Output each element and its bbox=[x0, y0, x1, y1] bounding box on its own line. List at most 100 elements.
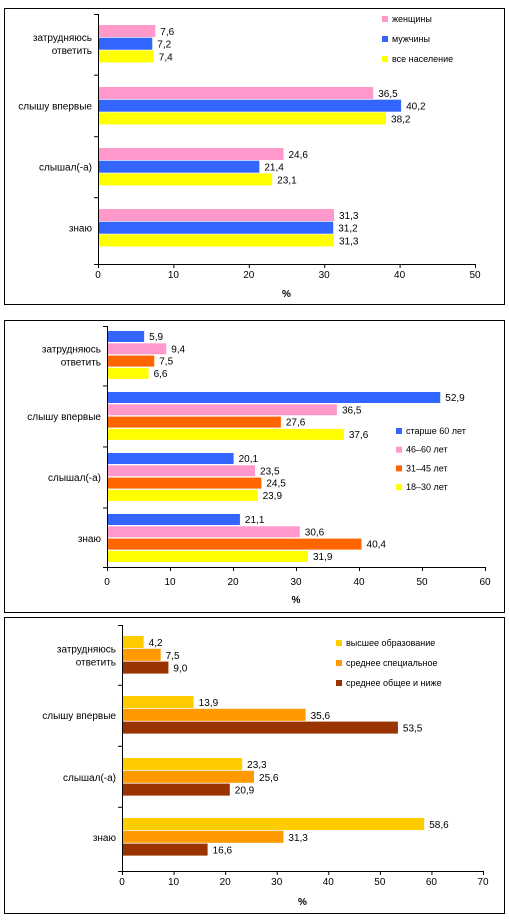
bar-1-1 bbox=[122, 636, 144, 648]
bar-3-1 bbox=[107, 355, 155, 367]
legend-label-1: старше 60 лет bbox=[406, 426, 466, 436]
category-label: слышу впервые bbox=[27, 412, 101, 423]
data-label: 31,3 bbox=[339, 236, 359, 247]
legend-swatch-1 bbox=[396, 428, 402, 434]
data-label: 9,4 bbox=[171, 344, 185, 355]
data-label: 27,6 bbox=[286, 418, 306, 429]
data-label: 31,3 bbox=[288, 833, 308, 844]
bar-2-2 bbox=[98, 99, 402, 112]
data-label: 16,6 bbox=[213, 846, 233, 857]
bar-2-3 bbox=[122, 770, 255, 783]
data-label: 36,5 bbox=[342, 405, 362, 416]
data-label: 20,9 bbox=[235, 786, 255, 797]
data-label: 31,2 bbox=[338, 224, 358, 235]
x-axis-title: % bbox=[282, 289, 291, 300]
data-label: 24,6 bbox=[288, 150, 308, 161]
bar-3-1 bbox=[122, 661, 169, 674]
bar-1-2 bbox=[98, 87, 374, 99]
bar-1-1 bbox=[107, 331, 145, 342]
data-label: 52,9 bbox=[445, 393, 465, 404]
x-tick-label: 20 bbox=[220, 877, 232, 888]
x-axis-title: % bbox=[292, 595, 301, 606]
bar-2-1 bbox=[122, 648, 161, 661]
data-label: 20,1 bbox=[239, 454, 259, 465]
x-tick-label: 40 bbox=[394, 270, 406, 281]
bar-1-1 bbox=[98, 25, 156, 37]
bar-3-3 bbox=[107, 477, 262, 489]
data-label: 24,5 bbox=[266, 479, 286, 490]
x-tick-label: 60 bbox=[479, 577, 491, 588]
bar-3-2 bbox=[122, 721, 398, 734]
bar-3-4 bbox=[122, 843, 208, 856]
category-label: затрудняюсь bbox=[57, 644, 116, 655]
x-tick-label: 0 bbox=[95, 270, 101, 281]
x-tick-label: 60 bbox=[426, 877, 438, 888]
legend: женщины мужчины все население bbox=[382, 14, 453, 64]
x-tick-label: 20 bbox=[227, 577, 239, 588]
bar-3-3 bbox=[122, 783, 230, 796]
bar-3-3 bbox=[98, 173, 273, 186]
legend-swatch-3 bbox=[382, 56, 388, 62]
chart-3: 4,27,5 9,0 затрудняюсь ответить 13,9 35,6 53,5… bbox=[4, 617, 505, 914]
category-label: слышал(-а) bbox=[63, 773, 116, 784]
category-label: ответить bbox=[61, 357, 101, 368]
bar-2-3 bbox=[98, 160, 260, 173]
bar-3-2 bbox=[98, 112, 387, 125]
legend-label-1: высшее образование bbox=[346, 638, 435, 648]
bar-2-1 bbox=[98, 37, 153, 50]
data-label: 23,5 bbox=[260, 466, 280, 477]
data-label: 6,6 bbox=[154, 369, 168, 380]
chart-1: 7,6 7,27,4 затрудняюсь ответить 36,5 40,238,2… bbox=[4, 8, 505, 305]
bar-2-4 bbox=[107, 526, 300, 538]
x-tick-label: 10 bbox=[164, 577, 176, 588]
x-tick-label: 0 bbox=[119, 877, 125, 888]
legend-label-3: среднее общее и ниже bbox=[346, 678, 442, 688]
data-label: 21,4 bbox=[264, 163, 284, 174]
x-tick-label: 50 bbox=[469, 270, 481, 281]
chart-frame bbox=[4, 617, 505, 914]
data-label: 35,6 bbox=[311, 711, 331, 722]
data-label: 21,1 bbox=[245, 515, 265, 526]
x-tick-label: 20 bbox=[243, 270, 255, 281]
data-label: 23,1 bbox=[277, 175, 297, 186]
data-label: 5,9 bbox=[149, 332, 163, 343]
category-label: ответить bbox=[52, 46, 92, 57]
category-label: знаю bbox=[93, 833, 117, 844]
data-label: 23,9 bbox=[263, 491, 283, 502]
data-label: 4,2 bbox=[149, 638, 163, 649]
category-label: слышал(-а) bbox=[48, 473, 101, 484]
x-tick-label: 30 bbox=[290, 577, 302, 588]
bar-3-4 bbox=[107, 538, 362, 550]
data-label: 58,6 bbox=[429, 820, 449, 831]
data-label: 7,2 bbox=[157, 40, 171, 51]
category-label: слышал(-а) bbox=[39, 163, 92, 174]
category-label: затрудняюсь bbox=[42, 344, 101, 355]
bar-4-4 bbox=[107, 550, 308, 562]
data-label: 40,4 bbox=[367, 540, 387, 551]
chart-2: 5,9 9,4 7,56,6 затрудняюсь ответить 52,9 36,5 2… bbox=[4, 320, 505, 613]
legend: старше 60 лет 46–60 лет 31–45 лет 18–30 лет bbox=[396, 426, 466, 492]
bar-3-2 bbox=[107, 416, 281, 428]
bar-1-2 bbox=[122, 696, 194, 708]
bar-4-2 bbox=[107, 428, 344, 440]
x-tick-label: 10 bbox=[168, 270, 180, 281]
data-label: 30,6 bbox=[305, 527, 325, 538]
legend-swatch-3 bbox=[396, 465, 402, 472]
bar-1-4 bbox=[98, 209, 335, 221]
bar-4-1 bbox=[107, 367, 149, 379]
bar-1-3 bbox=[122, 758, 243, 770]
data-label: 53,5 bbox=[403, 724, 423, 735]
x-tick-label: 50 bbox=[416, 577, 428, 588]
bar-1-3 bbox=[107, 453, 234, 464]
bar-3-1 bbox=[98, 50, 154, 63]
legend-swatch-1 bbox=[336, 640, 342, 646]
legend-swatch-2 bbox=[396, 446, 402, 453]
x-tick-label: 70 bbox=[477, 877, 489, 888]
legend-swatch-4 bbox=[396, 484, 402, 491]
x-tick-label: 40 bbox=[323, 877, 335, 888]
data-label: 9,0 bbox=[173, 664, 187, 675]
data-label: 31,3 bbox=[339, 211, 359, 222]
bar-2-1 bbox=[107, 343, 167, 355]
